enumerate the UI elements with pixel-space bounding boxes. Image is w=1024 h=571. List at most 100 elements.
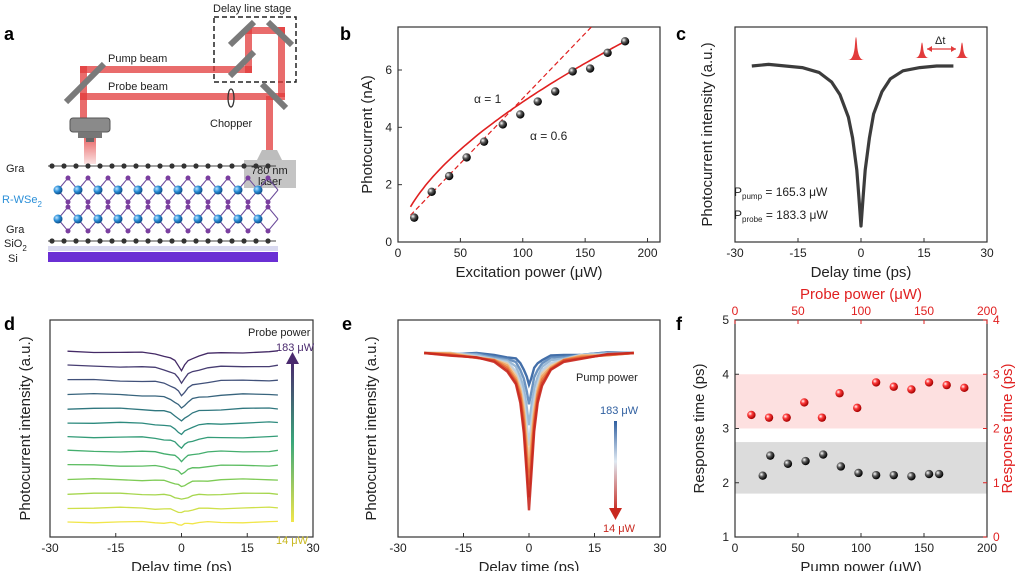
probe-power-trace [67, 463, 278, 476]
power-law-fit-line [409, 39, 628, 208]
chopper-icon [227, 88, 235, 108]
mirror-icon [259, 81, 289, 111]
data-point [551, 87, 560, 96]
se-atom [105, 228, 111, 234]
delay-line-stage-box [213, 16, 297, 83]
carbon-atom [73, 238, 79, 244]
gra-bottom-label: Gra [6, 224, 25, 236]
pump-beam-stage-down [278, 27, 285, 97]
data-point [462, 153, 471, 162]
w-atom [233, 185, 243, 195]
w-atom [133, 185, 143, 195]
carbon-atom [229, 163, 235, 169]
carbon-atom [217, 163, 223, 169]
wse2-label: R-WSe2 [2, 194, 42, 209]
x-tick-label: 100 [513, 246, 533, 260]
carbon-atom [73, 163, 79, 169]
laser-beams [80, 27, 285, 164]
x-tick-label: 30 [653, 541, 667, 555]
x-axis-title: Delay time (ps) [479, 559, 580, 571]
carbon-atom [181, 238, 187, 244]
carbon-atom [169, 163, 175, 169]
pump-data-point [766, 451, 775, 460]
x-tick-label: 0 [858, 246, 865, 260]
panel-f-label: f [676, 314, 683, 334]
x-tick-label: 100 [851, 541, 871, 555]
probe-data-point [817, 413, 827, 422]
pump-data-point [836, 462, 846, 471]
data-point [444, 171, 454, 181]
se-atom [185, 199, 191, 205]
x-tick-label: 15 [917, 246, 931, 260]
x-axis-title: Pump power (μW) [800, 559, 921, 571]
se-atom [265, 199, 271, 205]
y-tick-label: 4 [385, 120, 392, 134]
laser-word-label: laser [258, 176, 282, 188]
si-label: Si [8, 253, 18, 265]
probe-data-point [889, 382, 898, 391]
w-atom [73, 214, 83, 224]
panel-d-label: d [4, 314, 15, 334]
probe-power-min-label: 14 μW [276, 535, 309, 547]
x-tick-label: -15 [789, 246, 807, 260]
se-atom [205, 199, 211, 205]
se-atom [165, 175, 171, 181]
carbon-atom [49, 163, 55, 169]
y-tick-label: 2 [722, 476, 729, 490]
se-atom [145, 175, 151, 181]
w-se-bond [267, 206, 279, 220]
y-axis-title: Photocurrent intensity (a.u.) [363, 336, 380, 520]
y-tick-label: 3 [722, 422, 729, 436]
panel-d-chart: d -30 -15 0 15 30 Delay time (ps) Photocurrent… [4, 314, 320, 571]
alpha-linear-label: α = 1 [474, 92, 502, 106]
x-tick-label: 200 [977, 541, 997, 555]
se-atom [205, 204, 211, 210]
carbon-atom [265, 238, 271, 244]
se-atom [245, 228, 251, 234]
arrow-up-icon [286, 352, 299, 364]
carbon-atom [253, 163, 259, 169]
w-atom [213, 214, 223, 224]
carbon-atom [109, 238, 115, 244]
carbon-atom [145, 163, 151, 169]
pump-spread-band [735, 442, 987, 494]
beam-down-to-objective [80, 66, 87, 120]
panel-b-label: b [340, 24, 351, 44]
pump-power-trace [424, 351, 634, 405]
w-atom [173, 185, 183, 195]
pulse-icons [848, 37, 969, 60]
se-atom [265, 204, 271, 210]
w-atom [173, 214, 183, 224]
panel-c-label: c [676, 24, 686, 44]
x2-tick-label: 100 [851, 304, 871, 318]
panel-b-chart: b 0 50 100 150 200 Excitation power (μW) Photo… [340, 24, 661, 281]
probe-power-trace [67, 520, 278, 526]
probe-power-trace [67, 478, 278, 488]
si-substrate [48, 252, 278, 262]
carbon-atom [241, 238, 247, 244]
laser-output-beam [266, 96, 273, 151]
carbon-atom [241, 163, 247, 169]
w-se-bond [267, 189, 279, 203]
probe-beam-label: Probe beam [108, 81, 168, 93]
probe-power-gradient-arrow [291, 362, 294, 522]
mirror-icon [227, 49, 257, 79]
y2-axis-title: Response time (ps) [999, 363, 1016, 493]
probe-power-trace [67, 364, 279, 385]
x-axis-title: Delay time (ps) [131, 559, 232, 571]
y-axis-title: Photocurrent (nA) [359, 75, 376, 193]
x-tick-label: -30 [726, 246, 744, 260]
probe-data-point [764, 413, 774, 422]
w-atom [113, 214, 123, 224]
data-point [498, 120, 507, 129]
se-atom [265, 228, 271, 234]
se-atom [165, 199, 171, 205]
probe-power-max-label: 183 μW [276, 342, 315, 354]
probe-power-legend-title: Probe power [248, 327, 311, 339]
probe-power-trace [67, 407, 278, 422]
carbon-atom [97, 163, 103, 169]
probe-power-trace [67, 492, 278, 500]
carbon-atom [253, 238, 259, 244]
plot-frame [397, 26, 661, 243]
x2-tick-label: 150 [914, 304, 934, 318]
